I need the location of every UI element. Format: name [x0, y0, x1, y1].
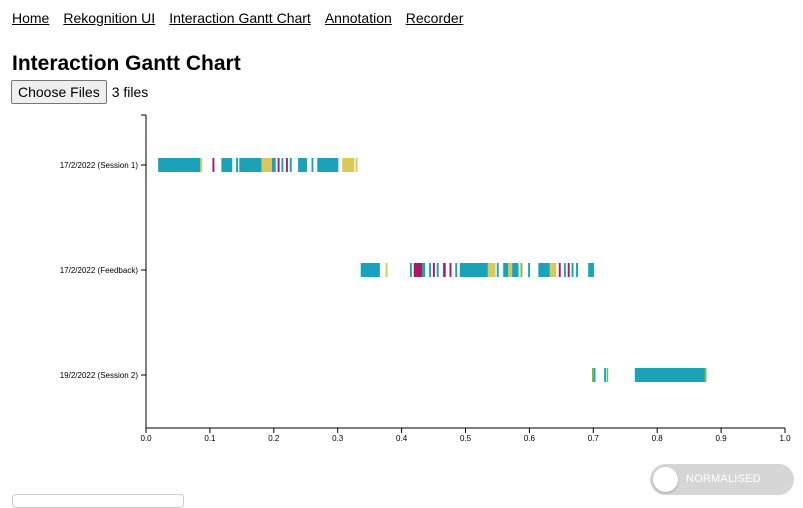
gantt-segment[interactable]: [355, 158, 358, 172]
gantt-segment[interactable]: [422, 263, 426, 277]
x-tick-label: 0.8: [652, 434, 664, 443]
nav-interaction-gantt-chart[interactable]: Interaction Gantt Chart: [169, 10, 311, 26]
nav-rekognition-ui[interactable]: Rekognition UI: [63, 10, 156, 26]
gantt-segment[interactable]: [432, 263, 435, 277]
gantt-segment[interactable]: [342, 158, 355, 172]
gantt-segment[interactable]: [285, 158, 288, 172]
gantt-segment[interactable]: [576, 263, 578, 277]
gantt-segment[interactable]: [593, 368, 596, 382]
gantt-segment[interactable]: [360, 263, 380, 277]
gantt-segment[interactable]: [239, 158, 262, 172]
file-input: Choose Files 3 files: [11, 80, 148, 104]
gantt-segment[interactable]: [558, 263, 561, 277]
gantt-segment[interactable]: [271, 158, 276, 172]
gantt-segment[interactable]: [212, 158, 215, 172]
x-tick-label: 0.6: [524, 434, 536, 443]
y-tick-label: 17/2/2022 (Feedback): [60, 266, 139, 275]
top-nav: Home Rekognition UI Interaction Gantt Char…: [12, 10, 463, 26]
choose-files-button[interactable]: Choose Files: [11, 80, 107, 104]
gantt-segment[interactable]: [277, 158, 280, 172]
toggle-label: NORMALISED: [686, 473, 761, 485]
gantt-segment[interactable]: [503, 263, 509, 277]
gantt-segment[interactable]: [508, 263, 513, 277]
gantt-segment[interactable]: [496, 263, 499, 277]
gantt-segment[interactable]: [413, 263, 423, 277]
gantt-segment[interactable]: [704, 368, 707, 382]
gantt-segment[interactable]: [436, 263, 439, 277]
gantt-chart: 0.0 0.1 0.2 0.3 0.4 0.5 0.6 0.7 0.8 0.9 1.0 17/2/20…: [60, 114, 791, 443]
gantt-segment[interactable]: [604, 368, 607, 382]
gantt-segment[interactable]: [634, 368, 705, 382]
x-tick-label: 1.0: [779, 434, 791, 443]
bottom-panel: [12, 494, 184, 508]
gantt-segment[interactable]: [571, 263, 574, 277]
gantt-segment[interactable]: [606, 368, 609, 382]
x-tick-label: 0.1: [204, 434, 216, 443]
gantt-segment[interactable]: [281, 158, 284, 172]
y-tick-label: 19/2/2022 (Session 2): [60, 371, 139, 380]
gantt-segment[interactable]: [289, 158, 292, 172]
gantt-segment[interactable]: [409, 263, 412, 277]
y-tick-label: 17/2/2022 (Session 1): [60, 161, 139, 170]
gantt-segment[interactable]: [528, 263, 531, 277]
page-title: Interaction Gantt Chart: [12, 52, 241, 75]
gantt-segment[interactable]: [385, 263, 388, 277]
gantt-segment[interactable]: [298, 158, 308, 172]
normalised-toggle[interactable]: NORMALISED: [650, 464, 794, 495]
gantt-segment[interactable]: [538, 263, 550, 277]
x-tick-label: 0.3: [332, 434, 344, 443]
gantt-segment[interactable]: [317, 158, 339, 172]
gantt-segment[interactable]: [261, 158, 272, 172]
gantt-segment[interactable]: [520, 263, 523, 277]
gantt-segment[interactable]: [221, 158, 233, 172]
nav-home[interactable]: Home: [12, 10, 50, 26]
gantt-segment[interactable]: [158, 158, 201, 172]
gantt-segment[interactable]: [512, 263, 519, 277]
x-tick-label: 0.7: [588, 434, 600, 443]
gantt-segment[interactable]: [592, 368, 594, 382]
x-tick-label: 0.5: [460, 434, 472, 443]
toggle-knob[interactable]: [653, 467, 678, 492]
nav-recorder[interactable]: Recorder: [405, 10, 464, 26]
gantt-segment[interactable]: [487, 263, 496, 277]
x-tick-label: 0.4: [396, 434, 408, 443]
gantt-segment[interactable]: [311, 158, 314, 172]
gantt-segment[interactable]: [449, 263, 452, 277]
gantt-segment[interactable]: [588, 263, 594, 277]
gantt-segment[interactable]: [429, 263, 431, 277]
gantt-segment[interactable]: [459, 263, 488, 277]
gantt-segment[interactable]: [563, 263, 566, 277]
nav-annotation[interactable]: Annotation: [324, 10, 392, 26]
gantt-segment[interactable]: [455, 263, 458, 277]
gantt-segment[interactable]: [200, 158, 203, 172]
x-tick-label: 0.0: [140, 434, 152, 443]
gantt-segment[interactable]: [443, 263, 446, 277]
gantt-segment[interactable]: [567, 263, 570, 277]
file-count-label: 3 files: [111, 84, 149, 100]
gantt-segment[interactable]: [236, 158, 239, 172]
x-tick-label: 0.9: [716, 434, 728, 443]
x-tick-label: 0.2: [268, 434, 280, 443]
gantt-segment[interactable]: [549, 263, 557, 277]
